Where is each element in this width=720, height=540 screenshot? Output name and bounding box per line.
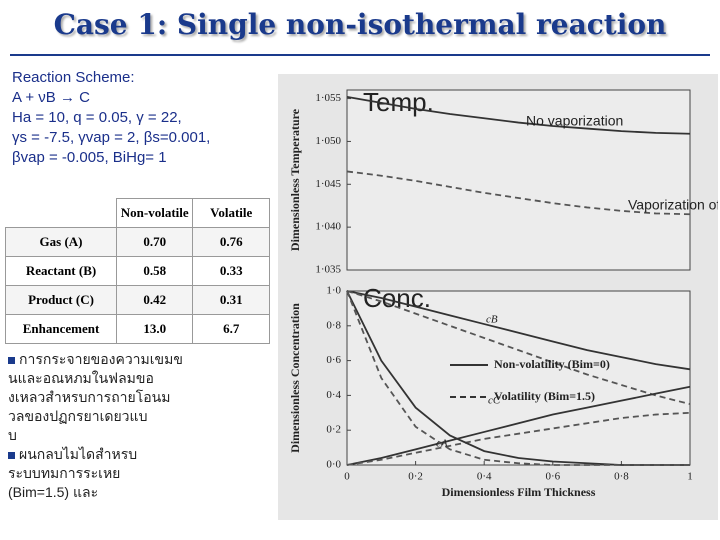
- series-line: [346, 290, 691, 371]
- bullet-text: ระบบทมการระเหย: [8, 465, 121, 481]
- x-tick-label: 0: [344, 471, 350, 483]
- x-tick-label: 0·4: [477, 471, 492, 483]
- series-line: [346, 385, 691, 466]
- series-line: [346, 290, 691, 405]
- y-tick-label: 1·035: [315, 264, 341, 276]
- table-row: Product (C) 0.42 0.31: [4, 285, 270, 315]
- y-tick-label: 0·8: [326, 319, 341, 331]
- bullet-text: บ: [8, 427, 17, 443]
- bullet-text: การกระจายของความเขมข: [19, 351, 183, 367]
- y-tick-label: 1·055: [315, 92, 341, 104]
- bullet-text: งเหลวสำหรบการถายโอนม: [8, 389, 171, 405]
- column-header: Volatile: [192, 198, 270, 228]
- bullet-line: ผนกลบไมไดสำหรบ: [8, 445, 278, 464]
- bullet-text: นและอณหภมในฟลมขอ: [8, 370, 154, 386]
- column-header: Non-volatile: [116, 198, 194, 228]
- table-cell: 0.76: [192, 227, 270, 257]
- bullet-text: วลของปฏกรยาเดยวแบ: [8, 408, 148, 424]
- scheme-line: βvap = -0.005, BiHg= 1: [12, 149, 167, 166]
- chart-figure: Dimensionless TemperatureTemp.1·0351·040…: [278, 74, 718, 520]
- plot-area: [346, 290, 691, 466]
- x-tick-label: 0·8: [614, 471, 629, 483]
- y-tick-label: 0·4: [326, 389, 341, 401]
- scheme-heading: Reaction Scheme:: [12, 69, 135, 86]
- row-header: Reactant (B): [4, 256, 118, 286]
- y-tick-label: 1·040: [315, 221, 341, 233]
- results-table: Non-volatile Volatile Gas (A) 0.70 0.76 Rea…: [4, 198, 270, 344]
- table-cell: 13.0: [116, 314, 194, 344]
- y-axis-label: Dimensionless Temperature: [288, 108, 302, 251]
- scheme-line: A + νB → C: [12, 89, 90, 106]
- table-cell: 0.70: [116, 227, 194, 257]
- table-cell: 6.7: [192, 314, 270, 344]
- annotation: Vaporization of B: [628, 197, 718, 213]
- bullet-line: วลของปฏกรยาเดยวแบ: [8, 407, 278, 426]
- x-axis-label: Dimensionless Film Thickness: [442, 485, 596, 499]
- x-tick-label: 0·6: [545, 471, 560, 483]
- bullet-marker: [8, 357, 15, 364]
- annotation: No vaporization: [526, 113, 623, 129]
- series-line: [346, 290, 690, 466]
- y-tick-label: 0·6: [326, 354, 341, 366]
- annotation: cA: [436, 438, 448, 450]
- corner: [6, 199, 117, 228]
- bullet-marker: [8, 452, 15, 459]
- bullet-line: บ: [8, 426, 278, 445]
- legend-label: Non-volatility (Bim=0): [494, 357, 610, 371]
- x-tick-label: 1: [687, 471, 693, 483]
- scheme-line: γs = -7.5, γvap = 2, βs=0.001,: [12, 129, 211, 146]
- bullet-line: นและอณหภมในฟลมขอ: [8, 369, 278, 388]
- bullet-list: การกระจายของความเขมขนและอณหภมในฟลมของเหล…: [8, 350, 278, 502]
- y-tick-label: 1·0: [326, 285, 341, 297]
- bullet-line: (Bim=1.5) และ: [8, 483, 278, 502]
- title-rule: [10, 54, 710, 56]
- scheme-line: Ha = 10, q = 0.05, γ = 22,: [12, 109, 182, 126]
- bullet-text: (Bim=1.5) และ: [8, 484, 99, 500]
- table-cell: 0.33: [192, 256, 270, 286]
- row-header: Enhancement: [4, 314, 118, 344]
- bullet-text: ผนกลบไมไดสำหรบ: [19, 446, 138, 462]
- series-line: [346, 95, 691, 135]
- table-row: Reactant (B) 0.58 0.33: [4, 256, 270, 286]
- x-tick-label: 0·2: [408, 471, 423, 483]
- table-cell: 0.42: [116, 285, 194, 315]
- annotation: cC: [488, 395, 501, 407]
- reaction-scheme: Reaction Scheme: A + νB → C Ha = 10, q =…: [12, 68, 210, 168]
- y-tick-label: 1·045: [315, 178, 341, 190]
- slide-title: Case 1: Single non-isothermal reaction: [53, 8, 667, 41]
- row-header: Gas (A): [4, 227, 118, 257]
- plot-area: [346, 89, 691, 271]
- y-axis-label: Dimensionless Concentration: [288, 303, 302, 453]
- series-line: [346, 170, 691, 216]
- y-tick-label: 1·050: [315, 135, 341, 147]
- bullet-line: งเหลวสำหรบการถายโอนม: [8, 388, 278, 407]
- series-line: [346, 290, 690, 466]
- table-row: Enhancement 13.0 6.7: [4, 314, 270, 344]
- annotation: cB: [486, 314, 498, 326]
- table-cell: 0.31: [192, 285, 270, 315]
- bullet-line: การกระจายของความเขมข: [8, 350, 278, 369]
- y-tick-label: 0·0: [326, 459, 341, 471]
- row-header: Product (C): [4, 285, 118, 315]
- y-tick-label: 0·2: [326, 424, 341, 436]
- table-row: Gas (A) 0.70 0.76: [4, 227, 270, 257]
- series-line: [346, 411, 691, 466]
- table-cell: 0.58: [116, 256, 194, 286]
- bullet-line: ระบบทมการระเหย: [8, 464, 278, 483]
- legend-label: Volatility (Bim=1.5): [494, 389, 595, 403]
